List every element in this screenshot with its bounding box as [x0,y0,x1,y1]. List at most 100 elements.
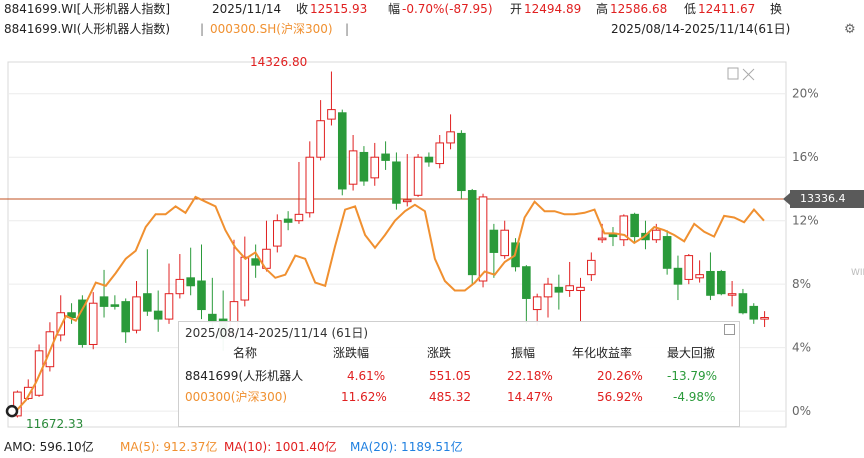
candle-body [435,142,445,165]
candle-body [522,266,531,299]
candle-body [424,156,434,163]
candle-body [186,277,195,287]
candle-body [684,255,694,280]
candle-body [619,215,629,241]
candle-body [348,150,358,185]
candle-body [532,296,542,311]
right-axis: 20% 16% 12% 8% 4% 0% [792,87,819,418]
min-price-label: 11672.33 [26,417,84,431]
close-label: 收 [296,2,309,16]
quote-date: 2025/11/14 [212,2,282,16]
low-label: 低 [684,2,697,16]
candle-body [88,302,98,345]
candle-body [554,286,564,293]
candle-body [749,305,759,320]
row-name: 8841699(人形机器人 [185,369,304,383]
chart-legend: 8841699.WI(人形机器人指数) | 000300.SH(沪深300) |… [0,19,864,39]
low-value: 12411.67 [698,2,756,16]
candle-body [652,229,661,241]
candle-body [543,283,553,298]
col-mdd: 最大回撤 [667,346,716,360]
candle-body [370,156,380,179]
candle-body [121,301,130,333]
max-price-label: 14326.80 [250,55,308,69]
candle-body [413,156,423,196]
candle-body [381,153,390,161]
y-tick-label: 20% [792,87,819,101]
candle-body [446,131,455,144]
row-chg-pct: 11.62% [341,390,387,404]
candle-body [706,270,715,296]
y-tick-label: 16% [792,150,819,164]
stats-header-row: 名称 涨跌幅 涨跌 振幅 年化收益率 最大回撤 [179,344,739,362]
y-tick-label: 0% [792,404,811,418]
stats-row: 8841699(人形机器人 4.61% 551.05 22.18% 20.26%… [179,367,739,385]
watermark: WIND [851,268,864,278]
candle-body [337,112,347,190]
price-chart[interactable]: 20% 16% 12% 8% 4% 0% [0,40,864,437]
row-annual: 56.92% [597,390,643,404]
window-icon[interactable] [727,66,757,81]
stats-panel: 2025/08/14-2025/11/14 (61日) 名称 涨跌幅 涨跌 振幅… [178,321,740,427]
candle-body [34,350,44,396]
row-mdd: -4.98% [673,390,716,404]
legend-main-series[interactable]: 8841699.WI(人形机器人指数) [4,22,171,36]
candle-body [251,258,260,266]
legend-separator: | [200,22,205,36]
row-annual: 20.26% [597,369,643,383]
date-range[interactable]: 2025/08/14-2025/11/14(61日) [611,22,791,36]
candle-body [23,386,33,399]
compare-line [15,195,765,412]
start-marker [5,404,19,418]
candle-body [99,296,109,307]
close-value: 12515.93 [310,2,368,16]
col-amp: 振幅 [511,346,536,360]
change-value: -0.70%(-87.95) [402,2,493,16]
row-amp: 22.18% [507,369,553,383]
stats-row: 000300(沪深300) 11.62% 485.32 14.47% 56.92… [179,388,739,406]
candle-body [273,220,282,247]
row-chg: 551.05 [429,369,471,383]
candle-body [500,229,509,257]
candle-body [565,285,574,292]
gear-icon[interactable]: ⚙ [844,22,856,37]
col-chg-pct: 涨跌幅 [333,346,370,360]
candle-body [662,236,672,269]
candle-body [283,218,293,223]
candle-body [597,237,607,241]
candle-body [576,286,585,292]
volume-indicator-bar: AMO: 596.10亿 MA(5): 912.37亿 MA(10): 1001… [0,437,864,458]
candle-body [56,312,66,336]
change-label: 幅 [388,2,401,16]
y-tick-label: 8% [792,277,811,291]
col-name: 名称 [233,346,258,360]
candle-body [695,274,704,279]
quote-header: 8841699.WI[人形机器人指数] 2025/11/14 收 12515.9… [0,0,864,19]
candle-body [467,190,477,276]
candle-body [738,293,748,314]
candle-body [457,132,466,192]
row-amp: 14.47% [507,390,553,404]
candle-body [760,317,769,320]
high-label: 高 [596,2,609,16]
y-tick-label: 4% [792,341,811,355]
row-mdd: -13.79% [667,369,718,383]
candle-body [673,267,683,285]
candle-body [630,213,639,238]
plot-frame [7,61,787,428]
legend-compare-series[interactable]: 000300.SH(沪深300) [210,22,333,36]
ma5-value: MA(5): 912.37亿 [120,440,218,454]
candle-body [240,256,250,301]
col-annual: 年化收益率 [572,346,633,360]
candle-body [716,270,726,295]
candle-body [132,296,141,331]
candle-body [327,109,336,120]
candle-body [727,293,737,296]
row-chg-pct: 4.61% [347,369,386,383]
close-icon[interactable] [724,324,735,335]
candle-body [359,151,369,182]
amo-value: AMO: 596.10亿 [4,440,94,454]
candle-body [153,310,163,320]
candle-body [305,156,315,214]
candle-body [402,199,412,203]
